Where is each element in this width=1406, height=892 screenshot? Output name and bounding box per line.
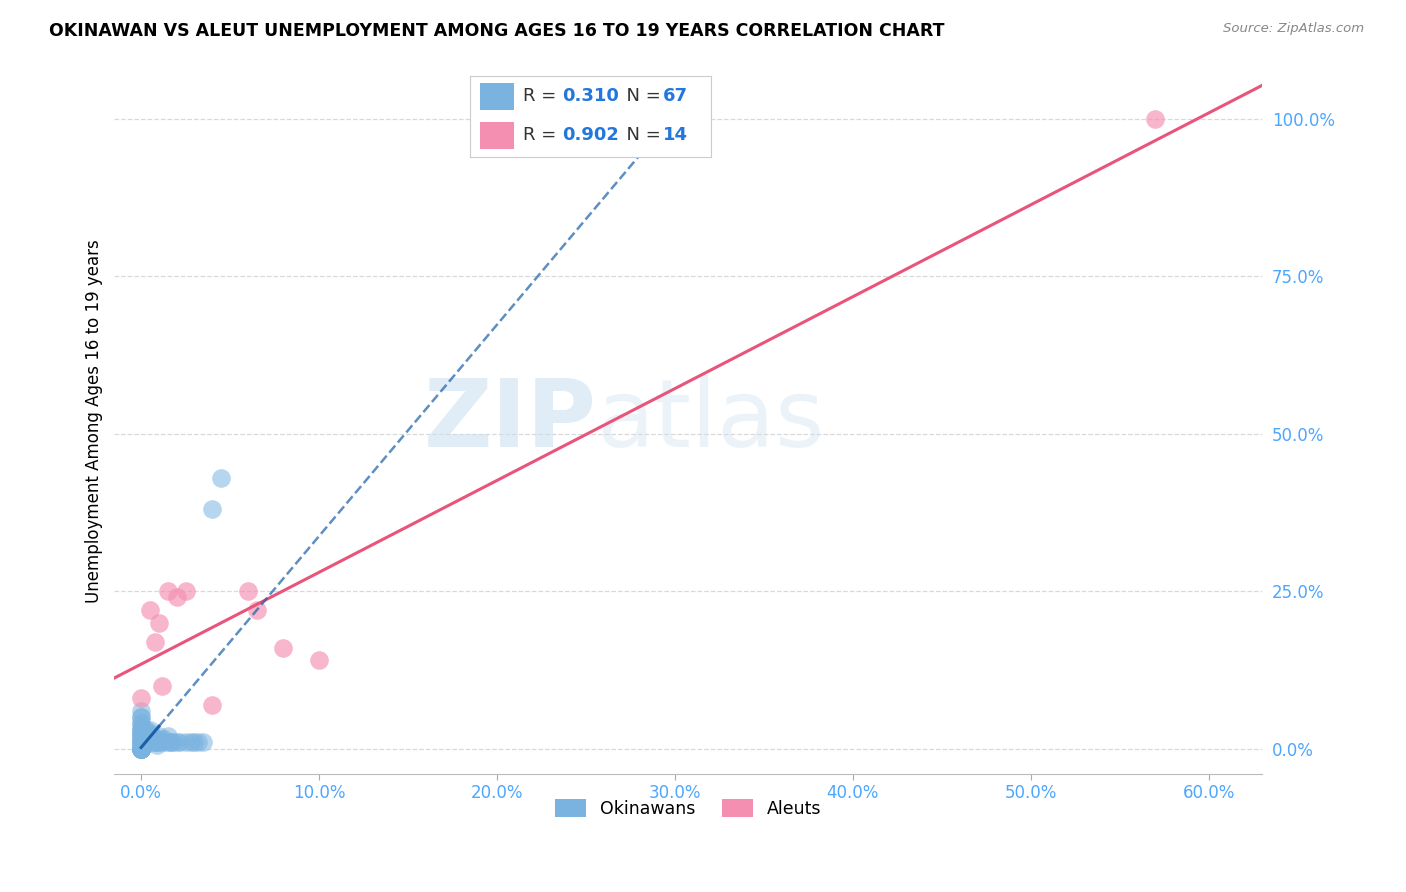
Point [236, 584, 259, 599]
Point [153, 732, 176, 747]
Point [139, 723, 162, 737]
Point [134, 732, 156, 747]
Point [129, 741, 152, 756]
Point [135, 729, 157, 743]
Point [129, 741, 152, 756]
Point [193, 735, 215, 749]
Point [146, 735, 169, 749]
Point [129, 741, 152, 756]
Point [129, 741, 152, 756]
Point [139, 729, 162, 743]
Point [139, 603, 162, 617]
Point [201, 502, 224, 516]
Point [148, 735, 170, 749]
Point [129, 729, 152, 743]
Point [148, 615, 170, 630]
Point [146, 739, 169, 753]
Point [129, 741, 152, 756]
Point [134, 739, 156, 753]
Point [129, 723, 152, 737]
Point [135, 723, 157, 737]
Y-axis label: Unemployment Among Ages 16 to 19 years: Unemployment Among Ages 16 to 19 years [86, 239, 103, 603]
Point [156, 584, 179, 599]
Point [129, 729, 152, 743]
Point [129, 726, 152, 740]
Point [129, 739, 152, 753]
Point [134, 735, 156, 749]
Legend: Okinawans, Aleuts: Okinawans, Aleuts [548, 792, 828, 825]
Point [162, 735, 184, 749]
Text: ZIP: ZIP [423, 376, 596, 467]
Point [187, 735, 209, 749]
Point [129, 716, 152, 731]
Text: atlas: atlas [596, 376, 825, 467]
Point [308, 653, 330, 667]
Point [1144, 112, 1167, 126]
Point [139, 726, 162, 740]
Point [129, 720, 152, 734]
Point [152, 679, 174, 693]
Point [129, 704, 152, 718]
Point [136, 732, 159, 747]
Point [129, 723, 152, 737]
Point [129, 741, 152, 756]
Point [129, 741, 152, 756]
Point [134, 729, 156, 743]
Point [143, 735, 166, 749]
Point [174, 735, 197, 749]
Point [129, 735, 152, 749]
Point [148, 732, 170, 747]
Point [156, 729, 179, 743]
Point [135, 735, 157, 749]
Point [155, 735, 177, 749]
Text: OKINAWAN VS ALEUT UNEMPLOYMENT AMONG AGES 16 TO 19 YEARS CORRELATION CHART: OKINAWAN VS ALEUT UNEMPLOYMENT AMONG AGE… [49, 22, 945, 40]
Point [129, 741, 152, 756]
Point [141, 729, 163, 743]
Text: Source: ZipAtlas.com: Source: ZipAtlas.com [1223, 22, 1364, 36]
Point [129, 732, 152, 747]
Point [129, 735, 152, 749]
Point [246, 603, 269, 617]
Point [136, 726, 159, 740]
Point [129, 710, 152, 724]
Point [142, 735, 165, 749]
Point [201, 698, 224, 712]
Point [180, 735, 202, 749]
Point [148, 729, 170, 743]
Point [129, 741, 152, 756]
Point [129, 716, 152, 731]
Point [152, 735, 174, 749]
Point [160, 735, 183, 749]
Point [129, 739, 152, 753]
Point [129, 741, 152, 756]
Point [273, 640, 295, 655]
Point [129, 735, 152, 749]
Point [129, 732, 152, 747]
Point [209, 471, 232, 485]
Point [129, 691, 152, 706]
Point [159, 735, 181, 749]
Point [166, 591, 188, 605]
Point [142, 732, 165, 747]
Point [129, 726, 152, 740]
Point [129, 710, 152, 724]
Point [183, 735, 205, 749]
Point [143, 732, 166, 747]
Point [169, 735, 191, 749]
Point [143, 634, 166, 648]
Point [166, 735, 188, 749]
Point [174, 584, 197, 599]
